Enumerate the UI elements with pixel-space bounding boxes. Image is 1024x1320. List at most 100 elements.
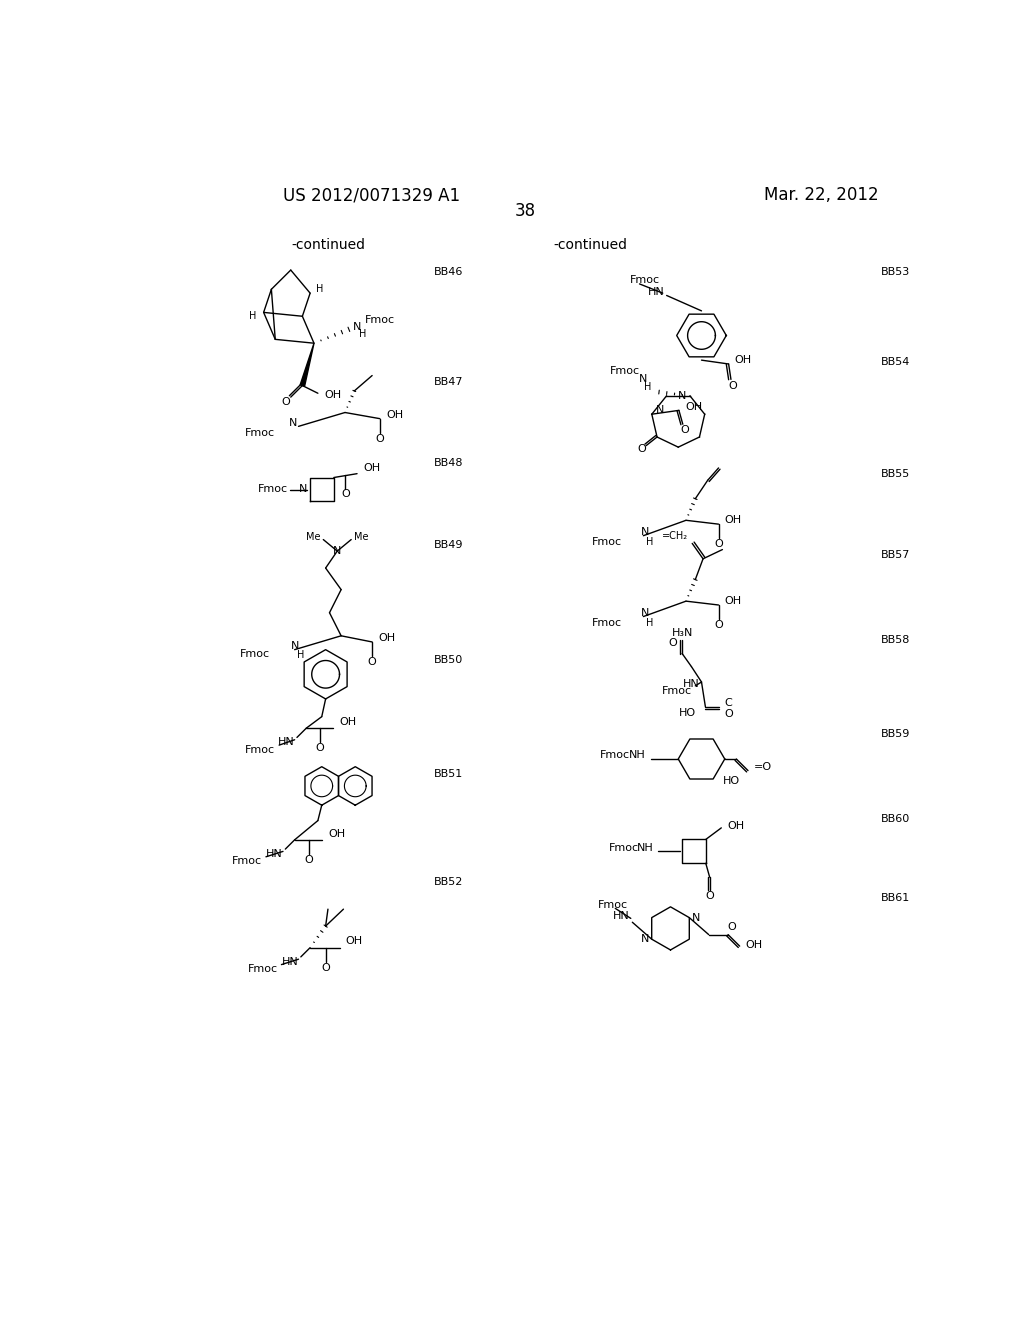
Text: H: H [297,649,304,660]
Text: BB58: BB58 [882,635,910,644]
Text: Fmoc: Fmoc [609,366,640,376]
Text: BB51: BB51 [434,770,464,779]
Text: Fmoc: Fmoc [240,648,270,659]
Text: BB47: BB47 [434,376,464,387]
Text: BB60: BB60 [882,814,910,824]
Text: N: N [641,527,649,537]
Text: Fmoc: Fmoc [600,750,630,760]
Text: OH: OH [386,409,403,420]
Text: OH: OH [378,634,395,643]
Text: O: O [680,425,689,436]
Text: OH: OH [328,829,345,838]
Text: N: N [289,418,297,428]
Text: OH: OH [735,355,752,366]
Text: H: H [644,381,651,392]
Text: Fmoc: Fmoc [245,744,275,755]
Text: N: N [352,322,361,333]
Text: HN: HN [683,680,700,689]
Text: =CH₂: =CH₂ [663,531,688,541]
Text: BB61: BB61 [882,892,910,903]
Text: N: N [678,391,686,401]
Polygon shape [300,343,314,387]
Text: C: C [725,698,732,708]
Text: O: O [724,709,733,719]
Text: BB59: BB59 [882,729,910,739]
Text: Mar. 22, 2012: Mar. 22, 2012 [764,186,879,205]
Text: Fmoc: Fmoc [245,428,275,437]
Text: -continued: -continued [553,239,627,252]
Text: OH: OH [745,940,763,949]
Text: OH: OH [725,515,741,525]
Text: Fmoc: Fmoc [365,315,394,325]
Text: OH: OH [340,717,356,727]
Text: -continued: -continued [291,239,365,252]
Text: HN: HN [647,286,665,297]
Text: BB57: BB57 [882,550,910,560]
Text: BB55: BB55 [882,469,910,479]
Text: OH: OH [725,597,741,606]
Text: O: O [304,855,313,865]
Text: O: O [341,490,350,499]
Text: Fmoc: Fmoc [609,842,639,853]
Text: H₃N: H₃N [672,628,693,639]
Text: O: O [637,445,646,454]
Text: N: N [641,607,649,618]
Text: BB49: BB49 [434,540,464,550]
Text: 38: 38 [514,202,536,219]
Text: BB54: BB54 [882,358,910,367]
Text: BB50: BB50 [434,656,464,665]
Text: Me: Me [306,532,321,543]
Text: H: H [646,618,653,628]
Text: Fmoc: Fmoc [592,618,622,628]
Text: O: O [376,434,384,444]
Text: NH: NH [637,842,653,853]
Text: HN: HN [266,849,283,859]
Text: O: O [706,891,714,902]
Text: O: O [281,397,290,408]
Text: OH: OH [727,821,744,830]
Text: O: O [669,639,677,648]
Text: HN: HN [613,911,630,921]
Text: H: H [316,284,324,294]
Text: BB52: BB52 [434,878,464,887]
Text: N: N [333,546,341,556]
Text: O: O [714,539,723,549]
Text: BB53: BB53 [882,268,910,277]
Text: N: N [641,935,649,944]
Text: Me: Me [354,532,369,543]
Text: Fmoc: Fmoc [631,275,660,285]
Text: Fmoc: Fmoc [258,484,288,495]
Text: O: O [727,921,736,932]
Text: O: O [714,620,723,630]
Text: Fmoc: Fmoc [248,964,278,974]
Text: H: H [646,537,653,546]
Text: NH: NH [629,750,646,760]
Text: HN: HN [282,957,299,966]
Text: OH: OH [324,389,341,400]
Text: N: N [691,912,700,923]
Text: N: N [655,405,664,416]
Text: Fmoc: Fmoc [232,857,262,866]
Text: =O: =O [755,762,772,772]
Text: HN: HN [278,737,295,747]
Text: N: N [299,484,307,495]
Text: BB46: BB46 [434,268,464,277]
Text: O: O [368,657,377,667]
Text: HO: HO [722,776,739,785]
Text: N: N [639,374,647,384]
Text: Fmoc: Fmoc [592,537,622,546]
Text: OH: OH [685,401,702,412]
Text: O: O [315,743,325,754]
Text: H: H [359,329,367,339]
Text: HO: HO [679,708,696,718]
Text: H: H [249,312,256,321]
Text: BB48: BB48 [434,458,464,467]
Text: OH: OH [346,936,362,946]
Text: US 2012/0071329 A1: US 2012/0071329 A1 [283,186,460,205]
Text: O: O [322,962,330,973]
Text: O: O [728,380,737,391]
Text: Fmoc: Fmoc [598,900,629,911]
Text: OH: OH [364,463,380,474]
Text: N: N [291,640,300,651]
Text: Fmoc: Fmoc [663,686,692,696]
